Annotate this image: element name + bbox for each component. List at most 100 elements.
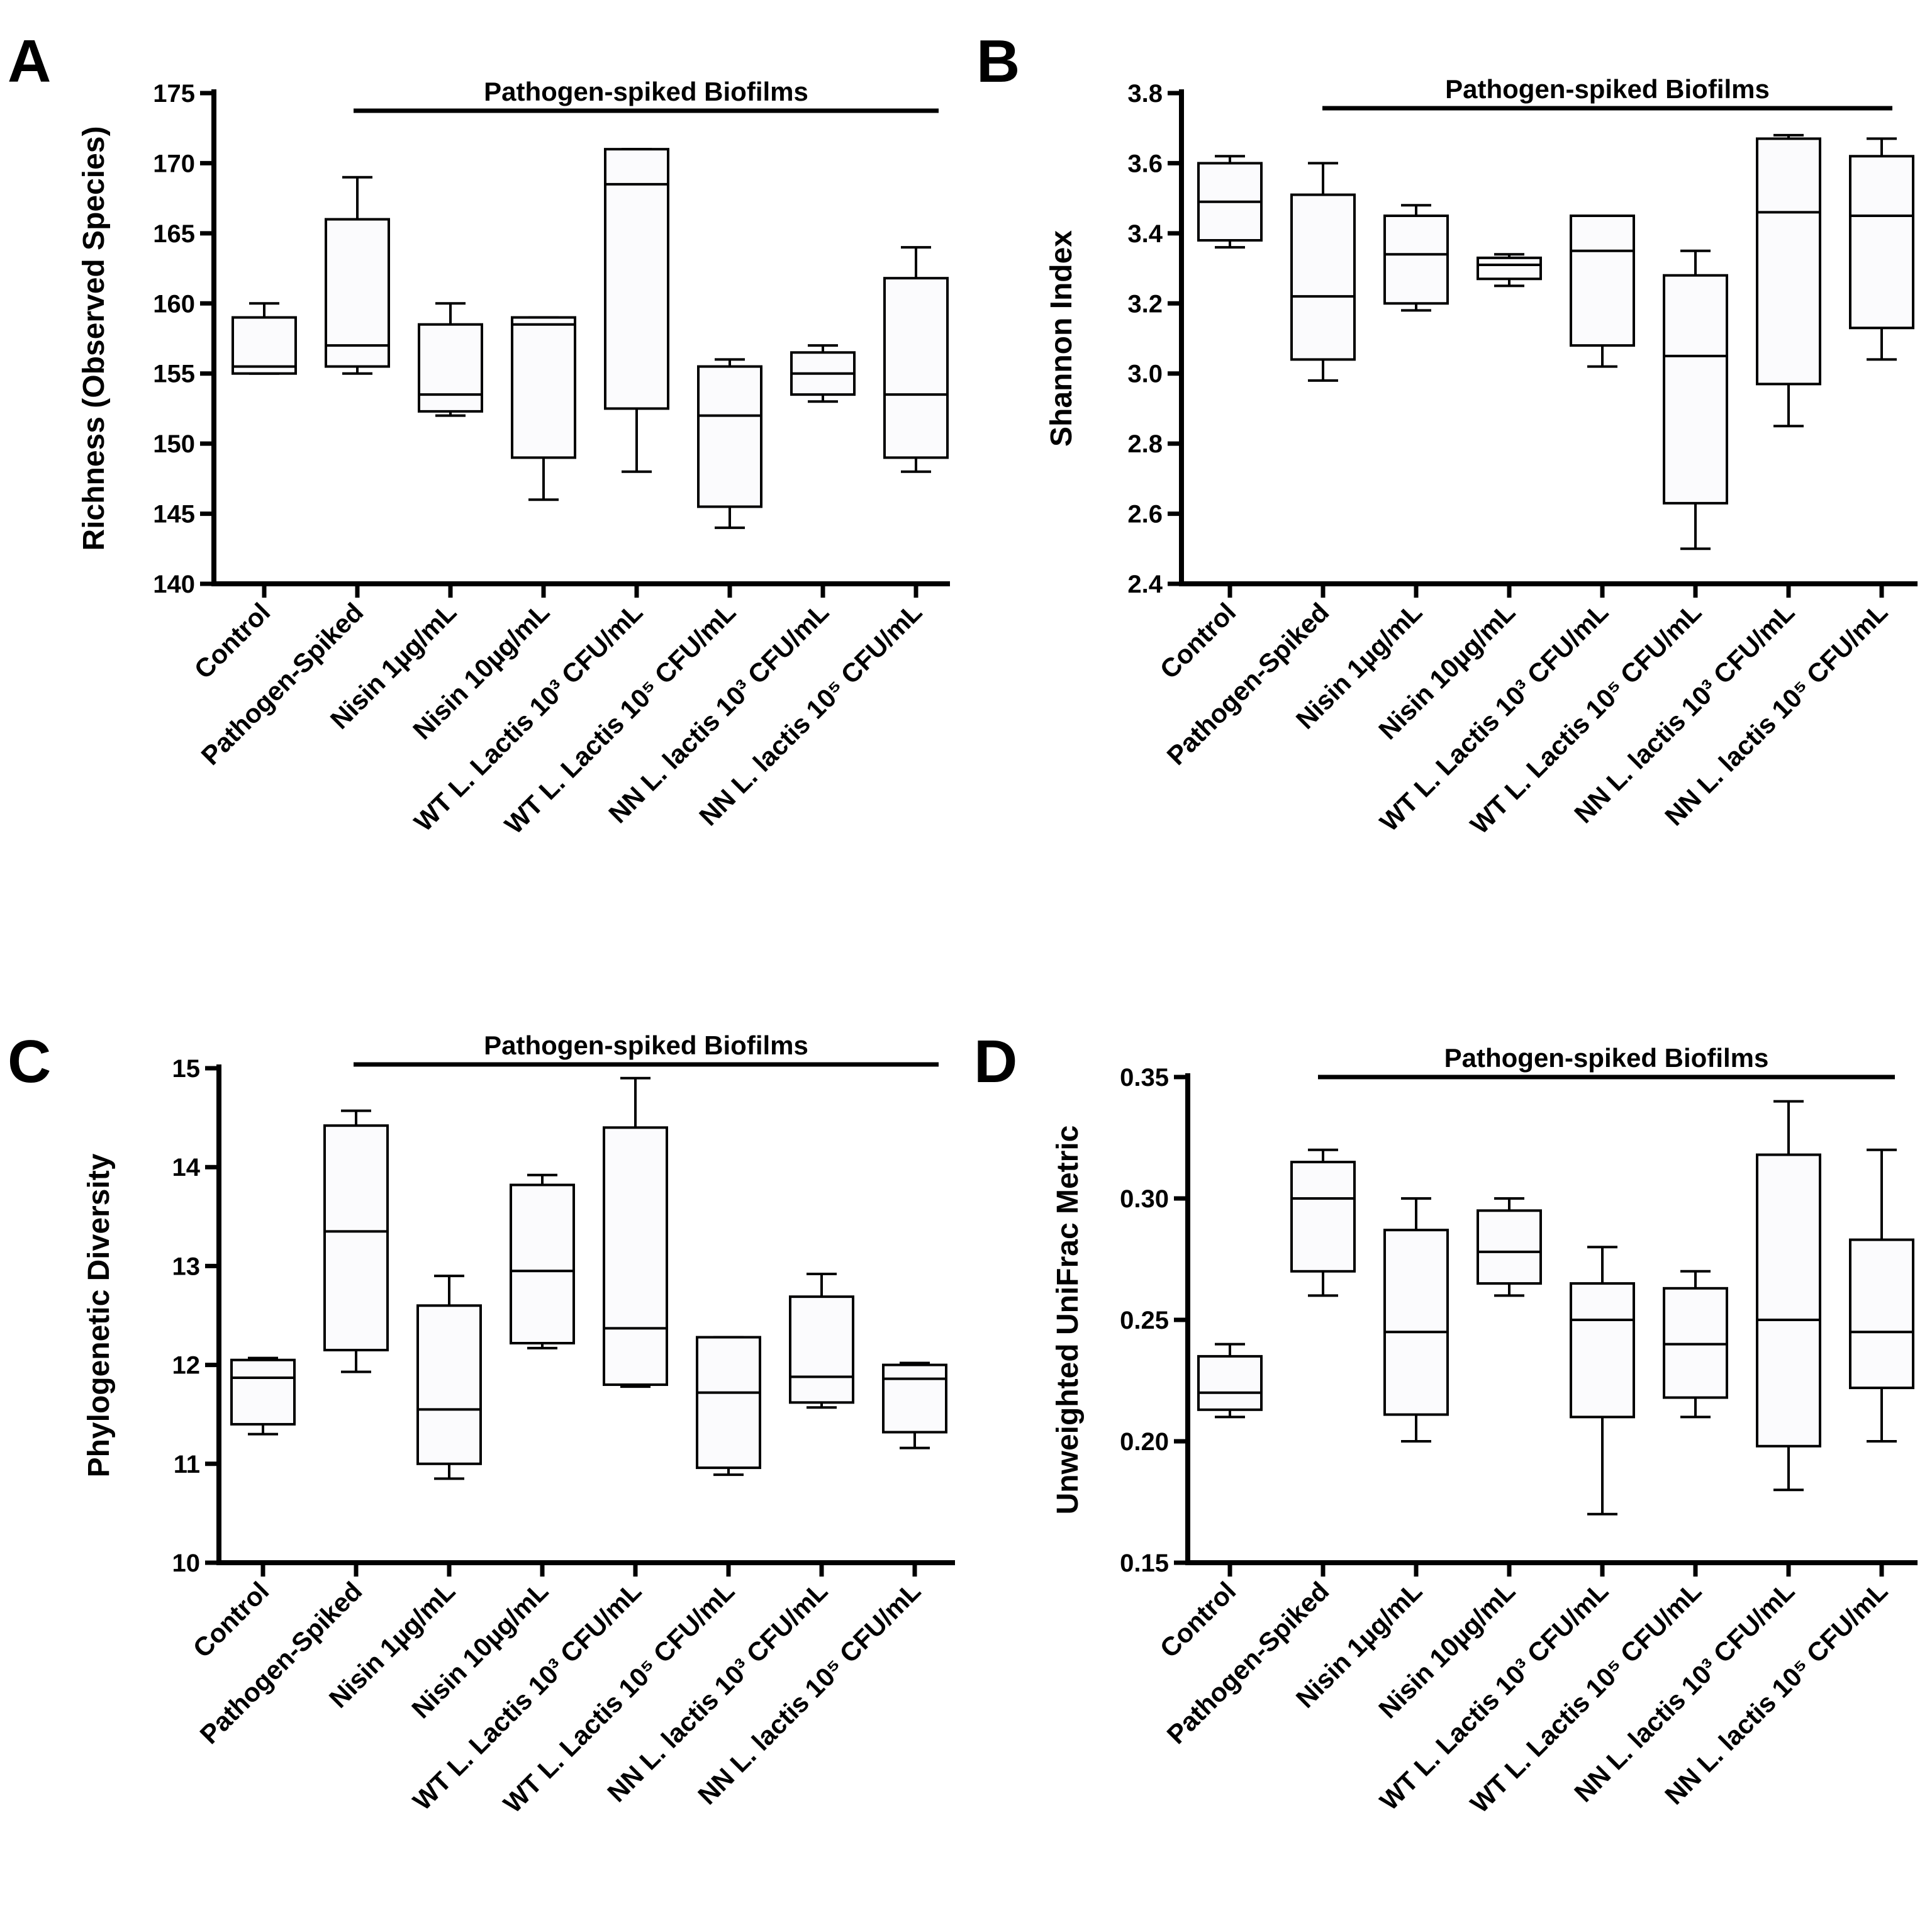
box-4: [1477, 1197, 1542, 1297]
box-8: [1849, 1148, 1914, 1443]
box-7: [1756, 133, 1821, 428]
box-6: [1663, 1270, 1728, 1419]
y-tick-label: 14: [172, 1154, 201, 1181]
bracket-label: Pathogen-spiked Biofilms: [1444, 1043, 1769, 1073]
box-iqr: [418, 323, 483, 413]
x-tick-label: Pathogen-Spiked: [1161, 1576, 1335, 1750]
box-iqr: [1477, 1209, 1542, 1285]
box-7: [790, 344, 856, 403]
box-6: [1663, 249, 1728, 550]
y-tick-label: 2.6: [1127, 501, 1163, 528]
box-2: [1290, 1148, 1356, 1297]
box-iqr: [883, 277, 949, 459]
y-tick-label: 145: [153, 501, 195, 528]
box-8: [882, 1361, 947, 1449]
box-4: [510, 1173, 575, 1349]
box-iqr: [1756, 137, 1821, 386]
box-iqr: [1383, 215, 1449, 305]
panel-letter: A: [8, 28, 51, 95]
box-iqr: [1849, 155, 1914, 330]
y-tick-label: 3.0: [1127, 360, 1163, 388]
box-iqr: [1570, 1282, 1635, 1419]
box-iqr: [1197, 1354, 1263, 1411]
y-tick-label: 2.8: [1127, 430, 1163, 458]
box-iqr: [604, 148, 669, 410]
y-axis-label: Richness (Observed Species): [77, 126, 111, 551]
box-3: [416, 1275, 482, 1480]
box-iqr: [603, 1126, 668, 1387]
y-tick-label: 15: [172, 1055, 201, 1083]
box-5: [603, 1076, 668, 1388]
y-tick-label: 12: [172, 1352, 201, 1380]
box-5: [1570, 1246, 1635, 1516]
x-tick-label: Control: [1154, 1576, 1242, 1663]
panel-letter: B: [976, 28, 1020, 95]
box-4: [1477, 253, 1542, 288]
y-tick-label: 11: [174, 1451, 200, 1478]
box-6: [696, 1336, 761, 1477]
box-iqr: [1290, 1161, 1356, 1273]
y-tick-label: 2.4: [1127, 571, 1163, 598]
y-tick-label: 0.15: [1120, 1550, 1169, 1577]
box-iqr: [1290, 193, 1356, 361]
y-tick-label: 10: [172, 1550, 201, 1577]
box-iqr: [1477, 256, 1542, 281]
box-iqr: [232, 316, 297, 375]
box-iqr: [789, 1295, 854, 1404]
y-tick-label: 0.20: [1120, 1428, 1169, 1456]
y-axis-label: Phylogenetic Diversity: [82, 1153, 116, 1477]
x-tick-label: Control: [1154, 597, 1242, 684]
box-iqr: [697, 365, 762, 508]
panel-c: C Phylogenetic Diversity 10 11 12 13 14 15 Patho…: [8, 1028, 955, 1819]
y-tick-label: 170: [153, 150, 195, 177]
x-tick-label: Control: [189, 597, 276, 684]
y-tick-label: 3.2: [1127, 290, 1163, 318]
panel-letter: C: [8, 1028, 51, 1095]
box-iqr: [1663, 274, 1728, 505]
box-4: [511, 316, 576, 501]
box-6: [697, 358, 762, 529]
box-7: [789, 1272, 854, 1409]
box-1: [230, 1356, 296, 1436]
box-8: [1849, 137, 1914, 361]
box-iqr: [1756, 1153, 1821, 1448]
y-tick-label: 0.30: [1120, 1185, 1169, 1213]
x-tick-label: Pathogen-Spiked: [194, 1576, 368, 1750]
box-iqr: [325, 218, 390, 368]
box-1: [232, 302, 297, 375]
box-2: [323, 1109, 389, 1373]
bracket-label: Pathogen-spiked Biofilms: [484, 1030, 808, 1060]
bracket-label: Pathogen-spiked Biofilms: [1445, 74, 1770, 104]
box-7: [1756, 1100, 1821, 1492]
y-axis-label: Unweighted UniFrac Metric: [1051, 1125, 1085, 1515]
x-tick-label: Control: [187, 1576, 275, 1663]
box-iqr: [416, 1304, 482, 1465]
box-iqr: [511, 316, 576, 459]
box-8: [883, 246, 949, 473]
box-1: [1197, 155, 1263, 249]
panel-d: D Unweighted UniFrac Metric 0.15 0.20 0.25 0.…: [974, 1028, 1918, 1819]
box-iqr: [1570, 215, 1635, 347]
y-tick-label: 13: [172, 1253, 201, 1280]
y-tick-label: 175: [153, 80, 195, 108]
panel-a: A Richness (Observed Species) 140 145 150 155…: [8, 28, 950, 840]
box-5: [604, 148, 669, 473]
y-tick-label: 0.35: [1120, 1064, 1169, 1092]
box-iqr: [1383, 1229, 1449, 1416]
box-3: [1383, 1197, 1449, 1443]
y-tick-label: 155: [153, 360, 195, 388]
y-tick-label: 3.4: [1127, 220, 1163, 248]
box-2: [1290, 162, 1356, 382]
x-tick-label: Pathogen-Spiked: [196, 597, 369, 771]
box-iqr: [696, 1336, 761, 1470]
x-tick-label: Pathogen-Spiked: [1161, 597, 1335, 771]
y-tick-label: 160: [153, 290, 195, 318]
box-3: [418, 302, 483, 417]
box-iqr: [1849, 1238, 1914, 1390]
panel-b: B Shannon Index 2.4 2.6 2.8 3.0 3.2 3.4 3.6 3.8 Pa…: [976, 28, 1918, 840]
box-iqr: [510, 1183, 575, 1345]
panel-letter: D: [974, 1028, 1017, 1095]
y-tick-label: 0.25: [1120, 1307, 1169, 1334]
box-5: [1570, 215, 1635, 368]
